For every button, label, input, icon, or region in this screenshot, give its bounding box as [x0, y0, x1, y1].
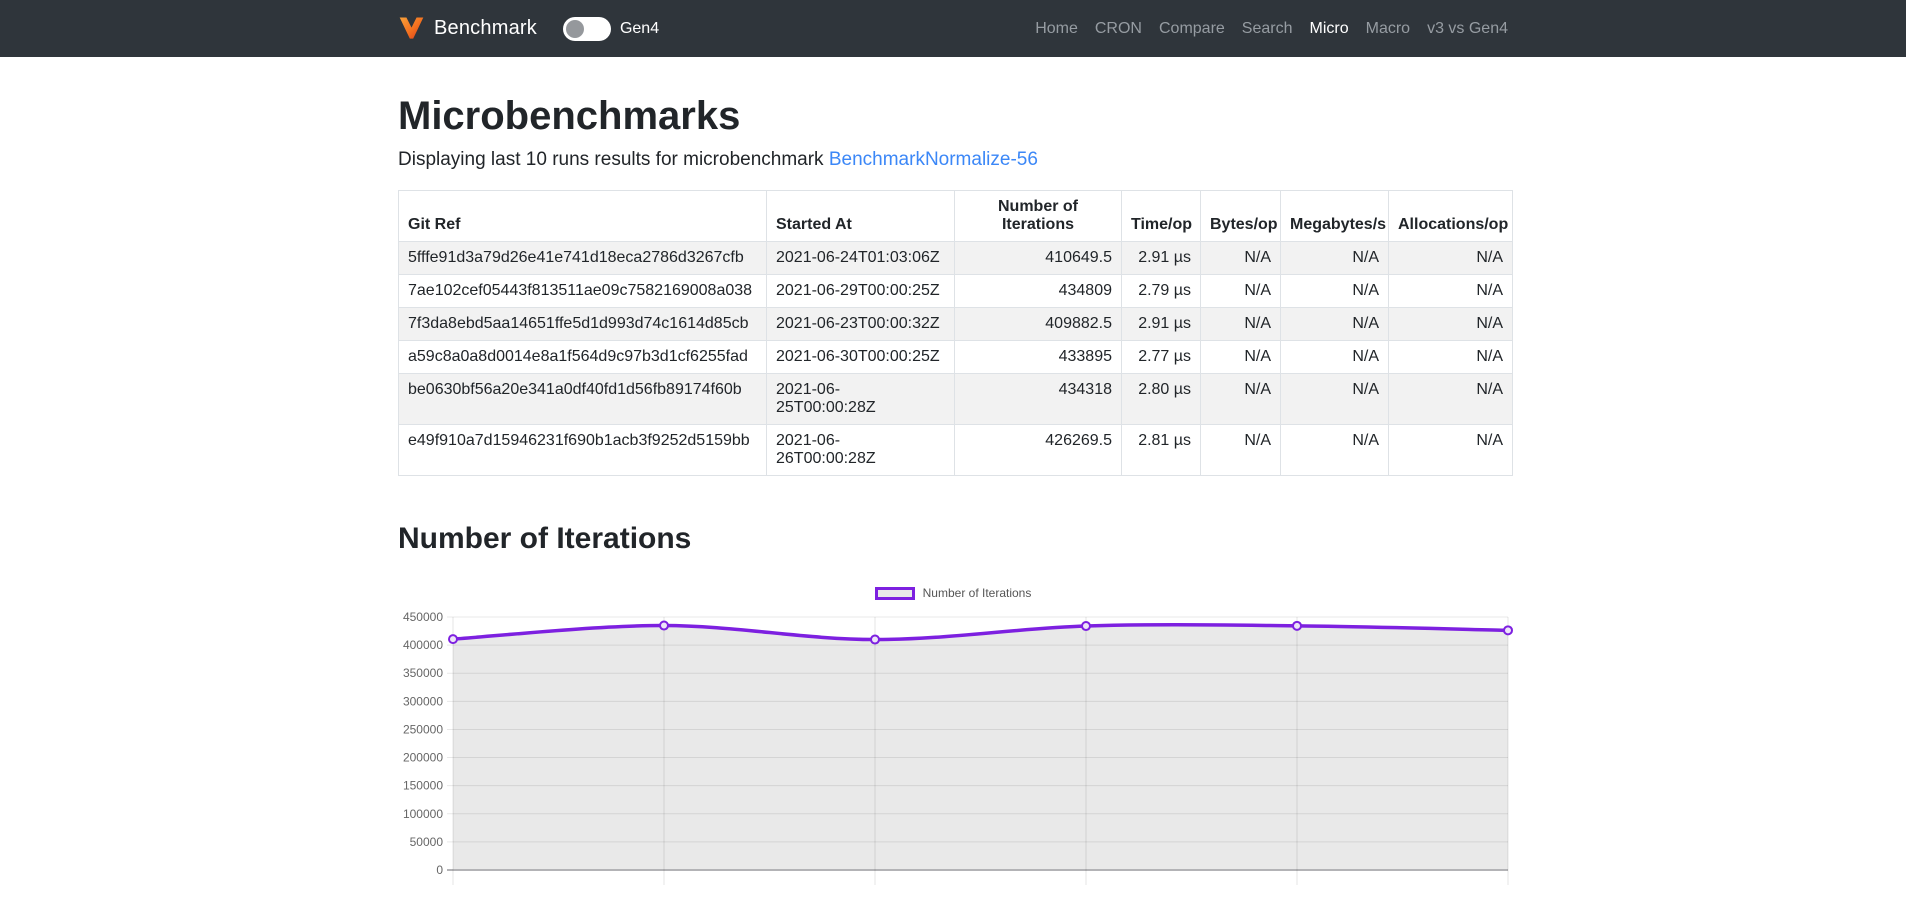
svg-text:50000: 50000 [410, 835, 444, 849]
cell-allocations_op: N/A [1389, 275, 1513, 308]
cell-bytes_op: N/A [1201, 425, 1281, 476]
cell-allocations_op: N/A [1389, 242, 1513, 275]
iterations-chart: Number of Iterations 0 50000 100000 150000 2… [398, 583, 1508, 888]
nav-links: Home CRON Compare Search Micro Macro v3 vs Gen… [1035, 20, 1508, 38]
cell-time_op: 2.91 µs [1122, 242, 1201, 275]
svg-text:300000: 300000 [403, 694, 443, 708]
benchmark-link[interactable]: BenchmarkNormalize-56 [829, 149, 1038, 170]
svg-text:250000: 250000 [403, 722, 443, 736]
cell-started_at: 2021-06- 26T00:00:28Z [767, 425, 955, 476]
cell-iterations: 426269.5 [955, 425, 1122, 476]
subtitle-text: Displaying last 10 runs results for micr… [398, 149, 829, 170]
cell-allocations_op: N/A [1389, 308, 1513, 341]
svg-text:450000: 450000 [403, 610, 443, 624]
nav-link-cron[interactable]: CRON [1095, 20, 1142, 38]
cell-megabytes_s: N/A [1281, 275, 1389, 308]
table-row: 5fffe91d3a79d26e41e741d18eca2786d3267cfb… [399, 242, 1513, 275]
svg-text:100000: 100000 [403, 807, 443, 821]
cell-started_at: 2021-06-24T01:03:06Z [767, 242, 955, 275]
benchmark-table: Git RefStarted AtNumber of IterationsTim… [398, 190, 1513, 476]
cell-megabytes_s: N/A [1281, 308, 1389, 341]
chart-section-title: Number of Iterations [398, 522, 1508, 556]
cell-time_op: 2.80 µs [1122, 374, 1201, 425]
cell-time_op: 2.79 µs [1122, 275, 1201, 308]
brand-link[interactable]: Benchmark [398, 15, 537, 42]
cell-megabytes_s: N/A [1281, 341, 1389, 374]
nav-link-macro[interactable]: Macro [1366, 20, 1410, 38]
table-body: 5fffe91d3a79d26e41e741d18eca2786d3267cfb… [399, 242, 1513, 476]
cell-git_ref: 7ae102cef05443f813511ae09c7582169008a038 [399, 275, 767, 308]
cell-git_ref: 5fffe91d3a79d26e41e741d18eca2786d3267cfb [399, 242, 767, 275]
gen4-toggle-knob [566, 20, 584, 38]
cell-started_at: 2021-06- 25T00:00:28Z [767, 374, 955, 425]
cell-iterations: 433895 [955, 341, 1122, 374]
column-header: Bytes/op [1201, 191, 1281, 242]
cell-allocations_op: N/A [1389, 374, 1513, 425]
table-row: 7f3da8ebd5aa14651ffe5d1d993d74c1614d85cb… [399, 308, 1513, 341]
column-header: Megabytes/s [1281, 191, 1389, 242]
cell-bytes_op: N/A [1201, 341, 1281, 374]
cell-iterations: 434318 [955, 374, 1122, 425]
chart-legend[interactable]: Number of Iterations [398, 583, 1508, 603]
cell-iterations: 409882.5 [955, 308, 1122, 341]
cell-git_ref: be0630bf56a20e341a0df40fd1d56fb89174f60b [399, 374, 767, 425]
cell-time_op: 2.81 µs [1122, 425, 1201, 476]
top-navbar: Benchmark Gen4 Home CRON Compare Search Micr… [0, 0, 1906, 57]
cell-started_at: 2021-06-29T00:00:25Z [767, 275, 955, 308]
gen4-toggle[interactable] [563, 17, 611, 41]
cell-bytes_op: N/A [1201, 374, 1281, 425]
legend-swatch [875, 587, 915, 600]
svg-text:400000: 400000 [403, 638, 443, 652]
cell-megabytes_s: N/A [1281, 242, 1389, 275]
cell-git_ref: e49f910a7d15946231f690b1acb3f9252d5159bb [399, 425, 767, 476]
page-title: Microbenchmarks [398, 94, 1508, 139]
column-header: Time/op [1122, 191, 1201, 242]
cell-allocations_op: N/A [1389, 341, 1513, 374]
svg-text:200000: 200000 [403, 751, 443, 765]
cell-megabytes_s: N/A [1281, 374, 1389, 425]
brand-title: Benchmark [434, 17, 537, 40]
gen4-toggle-label: Gen4 [620, 20, 659, 38]
cell-bytes_op: N/A [1201, 275, 1281, 308]
cell-time_op: 2.77 µs [1122, 341, 1201, 374]
iterations-line-chart: 0 50000 100000 150000 200000 250000 300000 3500… [398, 609, 1508, 888]
cell-started_at: 2021-06-23T00:00:32Z [767, 308, 955, 341]
cell-bytes_op: N/A [1201, 308, 1281, 341]
cell-time_op: 2.91 µs [1122, 308, 1201, 341]
subtitle: Displaying last 10 runs results for micr… [398, 149, 1508, 171]
svg-text:150000: 150000 [403, 779, 443, 793]
svg-text:350000: 350000 [403, 666, 443, 680]
column-header: Allocations/op [1389, 191, 1513, 242]
nav-link-micro[interactable]: Micro [1310, 20, 1349, 38]
table-row: 7ae102cef05443f813511ae09c7582169008a038… [399, 275, 1513, 308]
main-content: Microbenchmarks Displaying last 10 runs … [383, 94, 1523, 888]
cell-megabytes_s: N/A [1281, 425, 1389, 476]
column-header: Started At [767, 191, 955, 242]
legend-label: Number of Iterations [923, 586, 1032, 600]
table-row: e49f910a7d15946231f690b1acb3f9252d5159bb… [399, 425, 1513, 476]
vitess-logo-icon [398, 15, 425, 42]
cell-iterations: 410649.5 [955, 242, 1122, 275]
cell-allocations_op: N/A [1389, 425, 1513, 476]
cell-git_ref: a59c8a0a8d0014e8a1f564d9c97b3d1cf6255fad [399, 341, 767, 374]
column-header: Number of Iterations [955, 191, 1122, 242]
table-row: a59c8a0a8d0014e8a1f564d9c97b3d1cf6255fad… [399, 341, 1513, 374]
svg-text:0: 0 [436, 863, 443, 877]
column-header: Git Ref [399, 191, 767, 242]
nav-link-v3-vs-gen4[interactable]: v3 vs Gen4 [1427, 20, 1508, 38]
nav-link-compare[interactable]: Compare [1159, 20, 1225, 38]
table-row: be0630bf56a20e341a0df40fd1d56fb89174f60b… [399, 374, 1513, 425]
cell-iterations: 434809 [955, 275, 1122, 308]
table-header-row: Git RefStarted AtNumber of IterationsTim… [399, 191, 1513, 242]
cell-bytes_op: N/A [1201, 242, 1281, 275]
cell-git_ref: 7f3da8ebd5aa14651ffe5d1d993d74c1614d85cb [399, 308, 767, 341]
nav-link-search[interactable]: Search [1242, 20, 1293, 38]
nav-link-home[interactable]: Home [1035, 20, 1078, 38]
cell-started_at: 2021-06-30T00:00:25Z [767, 341, 955, 374]
